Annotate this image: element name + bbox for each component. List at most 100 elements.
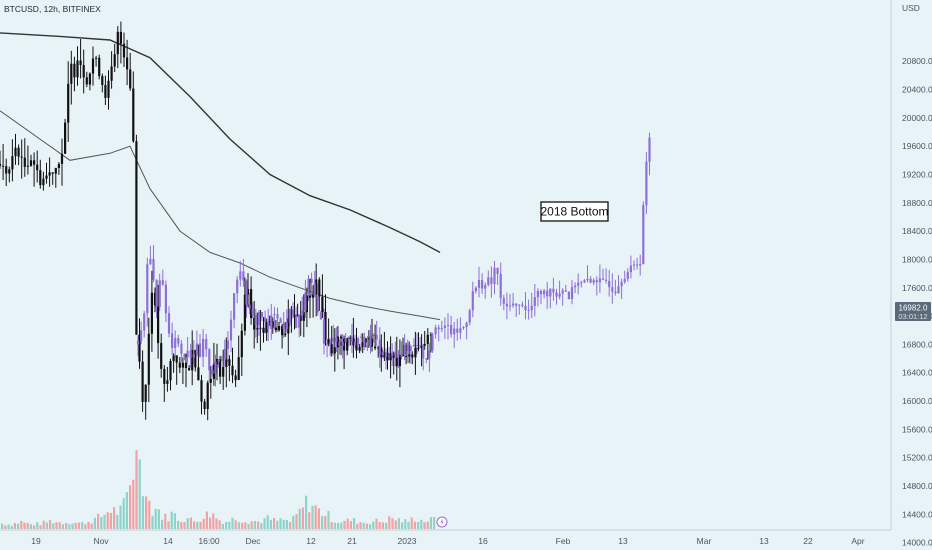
projection-candle [369,324,372,354]
candle [215,343,219,381]
projection-candle [493,261,496,295]
projection-candle [183,353,186,361]
volume-bar [26,522,29,529]
volume-bar [250,521,253,529]
candle [73,56,76,92]
volume-bar [7,524,10,529]
projection-candle [171,322,174,355]
projection-candle [360,333,363,352]
projection-candle [357,336,360,347]
projection-candle [378,327,381,368]
time-tick-label: Apr [851,536,864,546]
candle [268,315,271,326]
projection-candle [608,270,611,297]
projection-candle [326,338,329,358]
projection-candle [564,284,567,292]
projection-candle [623,270,626,284]
candle [290,306,293,333]
price-tick-label: 20400.0 [902,85,932,95]
candle [250,276,253,325]
candle [352,317,355,358]
time-tick-label: 16:00 [198,536,220,546]
volume-bar [330,522,333,529]
volume-bar [52,523,55,529]
candle [85,71,88,88]
candle [48,157,51,187]
volume-bar [196,521,199,529]
volume-bar [141,496,144,529]
candle [45,162,48,184]
candle [23,138,26,177]
volume-bar [10,525,13,529]
projection-candle [217,359,220,368]
projection-candle [428,343,431,373]
volume-bar [417,522,420,529]
candle [349,335,352,346]
projection-candle [257,310,260,336]
time-axis[interactable]: 19 Nov 14 16:00 Dec 12 21 2023 16 Feb 13 Mar 13 22 Apr [0,529,891,546]
projection-candle [189,343,192,369]
candle [277,322,281,332]
volume-bar [148,500,151,529]
candle [265,318,268,341]
volume-bar [353,518,356,529]
projection-candle [577,273,580,295]
projection-candle [601,268,605,281]
projection-candle [443,317,446,339]
flash-icon[interactable] [436,516,448,528]
candle [287,299,290,356]
candle [11,139,14,182]
price-tick-label: 15200.0 [902,453,932,463]
projection-candle [375,320,378,346]
time-tick-label: 22 [803,536,813,546]
projection-candle [481,273,484,294]
projection-candle [167,306,171,338]
flash-icon-bolt [440,518,444,526]
projection-candle [394,341,397,367]
time-tick-label: Feb [556,536,571,546]
volume-bar [186,518,189,529]
candle [191,330,194,386]
candle [355,327,358,359]
candle [60,138,64,186]
candle [312,285,315,318]
price-badge-value: 16982.0 [899,304,928,313]
moving-averages [0,32,441,321]
projection-candle [214,354,217,387]
candle [184,353,188,388]
volume-bar [74,522,77,529]
candle [243,277,246,336]
projection-candle [363,332,366,350]
annotation-box[interactable]: 2018 Bottom [540,201,609,222]
projection-candle [236,275,239,304]
candle [95,55,98,67]
candle [101,73,104,93]
projection-candle [586,265,589,283]
projection-candle [291,302,295,317]
volume-bar [429,517,432,529]
projection-candles [136,132,651,387]
candle [343,335,346,370]
candle [237,335,240,381]
candle [377,345,380,358]
projection-candle [242,258,245,287]
projection-candle [595,276,598,296]
candle [240,323,243,376]
projection-candle [648,132,651,176]
projection-candle [316,283,319,316]
volume-bar [36,522,39,529]
projection-candle [505,292,508,320]
candle [423,331,426,350]
current-price-badge[interactable]: 16982.0 03:01:12 [895,302,931,321]
projection-candle [409,344,412,364]
projection-candle [195,330,198,356]
candle [293,294,296,330]
volume-bar [103,514,106,529]
volume-bar [93,517,96,529]
projection-candle [288,308,291,327]
volume-bar [244,522,247,529]
projection-candle [223,339,226,367]
projection-candle [180,340,183,363]
price-tick-label: 20000.0 [902,113,932,123]
